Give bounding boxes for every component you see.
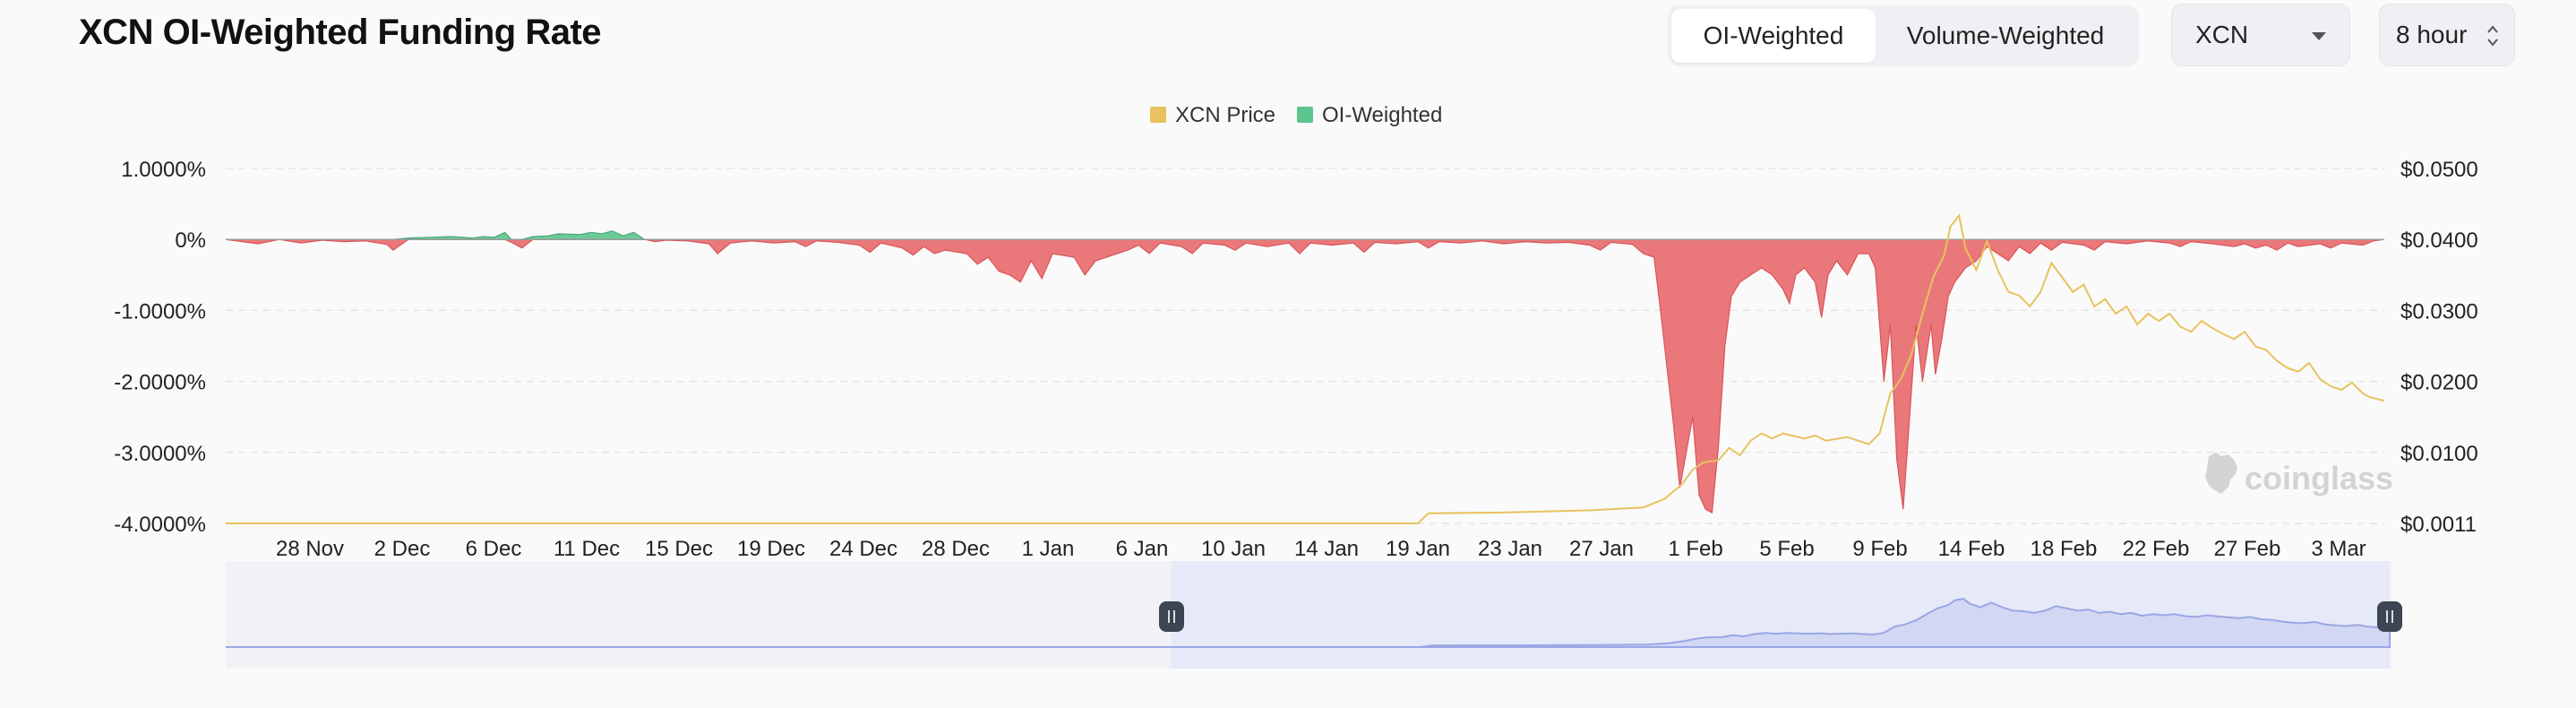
x-tick-label: 19 Dec	[737, 537, 805, 561]
x-tick-label: 9 Feb	[1852, 537, 1907, 561]
y-axis-left: 1.0000% 0% -1.0000% -2.0000% -3.0000% -4.0000…	[114, 158, 206, 537]
weighting-toggle: OI-Weighted Volume-Weighted	[1668, 5, 2139, 66]
x-tick-label: 24 Dec	[829, 537, 897, 561]
y-left-tick-label: 1.0000%	[121, 158, 206, 182]
y-right-tick-label: $0.0200	[2400, 371, 2478, 395]
x-tick-label: 1 Feb	[1668, 537, 1722, 561]
y-left-tick-label: 0%	[175, 229, 206, 253]
x-tick-label: 28 Nov	[276, 537, 344, 561]
tab-volume-weighted[interactable]: Volume-Weighted	[1906, 22, 2105, 49]
x-tick-label: 27 Feb	[2214, 537, 2281, 561]
coinglass-logo: coinglass	[2205, 453, 2393, 496]
legend-label-price[interactable]: XCN Price	[1175, 103, 1275, 127]
x-tick-label: 6 Dec	[466, 537, 522, 561]
coinglass-logo-icon	[2205, 453, 2237, 494]
x-tick-label: 10 Jan	[1201, 537, 1266, 561]
chevron-down-icon	[2312, 32, 2326, 40]
funding-negative-area	[225, 238, 2385, 514]
x-tick-label: 6 Jan	[1116, 537, 1169, 561]
y-left-tick-label: -3.0000%	[114, 442, 206, 466]
funding-positive-area	[226, 230, 2384, 240]
y-right-tick-label: $0.0100	[2400, 442, 2478, 466]
navigator-handle-left[interactable]	[1159, 601, 1184, 632]
coin-select[interactable]: XCN	[2171, 4, 2350, 66]
x-tick-label: 19 Jan	[1386, 537, 1450, 561]
y-right-tick-label: $0.0011	[2400, 513, 2477, 537]
price-line	[226, 213, 2385, 524]
price-series	[226, 213, 2385, 524]
page-title: XCN OI-Weighted Funding Rate	[79, 13, 602, 52]
x-axis: 28 Nov 2 Dec 6 Dec 11 Dec 15 Dec 19 Dec 24 Dec…	[276, 537, 2366, 561]
x-tick-label: 3 Mar	[2311, 537, 2366, 561]
x-tick-label: 14 Feb	[1938, 537, 2005, 561]
navigator-series-area	[226, 597, 2391, 648]
y-left-tick-label: -2.0000%	[114, 371, 206, 395]
updown-chevron-icon	[2487, 25, 2498, 47]
legend-swatch-oi	[1297, 107, 1313, 123]
x-tick-label: 23 Jan	[1478, 537, 1542, 561]
x-tick-label: 27 Jan	[1569, 537, 1634, 561]
x-tick-label: 11 Dec	[554, 537, 620, 561]
x-tick-label: 2 Dec	[374, 537, 431, 561]
interval-select-value: 8 hour	[2396, 21, 2468, 48]
legend-label-oi[interactable]: OI-Weighted	[1322, 103, 1442, 127]
navigator-selected-window[interactable]	[1172, 561, 2390, 669]
y-right-tick-label: $0.0400	[2400, 229, 2478, 253]
funding-rate-series	[225, 230, 2385, 514]
interval-select[interactable]: 8 hour	[2379, 4, 2515, 66]
x-tick-label: 18 Feb	[2031, 537, 2098, 561]
y-right-tick-label: $0.0500	[2400, 158, 2478, 182]
y-left-tick-label: -1.0000%	[114, 299, 206, 324]
x-tick-label: 14 Jan	[1294, 537, 1359, 561]
x-tick-label: 28 Dec	[922, 537, 990, 561]
x-tick-label: 22 Feb	[2123, 537, 2190, 561]
y-left-tick-label: -4.0000%	[114, 513, 206, 537]
coinglass-watermark: coinglass	[2245, 460, 2393, 496]
navigator-handle-right[interactable]	[2377, 601, 2402, 632]
coin-select-value: XCN	[2195, 21, 2249, 48]
range-navigator[interactable]	[226, 561, 2402, 669]
chart-gridlines	[226, 168, 2384, 524]
x-tick-label: 5 Feb	[1759, 537, 1814, 561]
y-right-tick-label: $0.0300	[2400, 299, 2478, 324]
chart-legend: XCN Price OI-Weighted	[1150, 103, 1442, 127]
y-axis-right: $0.0500 $0.0400 $0.0300 $0.0200 $0.0100 $0.00…	[2400, 158, 2478, 537]
x-tick-label: 15 Dec	[645, 537, 713, 561]
tab-oi-weighted[interactable]: OI-Weighted	[1671, 9, 1876, 63]
x-tick-label: 1 Jan	[1022, 537, 1075, 561]
legend-swatch-price	[1150, 107, 1166, 123]
